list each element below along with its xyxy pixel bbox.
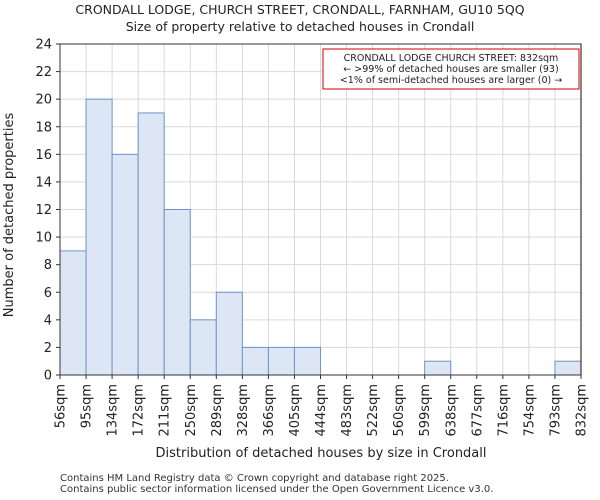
x-tick-label: 211sqm: [158, 384, 173, 437]
x-axis-ticks: 56sqm 95sqm 134sqm 172sqm 211sqm 250sqm 289sqm…: [54, 375, 590, 437]
annotation-text: ← >99% of detached houses are smaller (9…: [343, 64, 558, 75]
x-tick-label: 754sqm: [522, 384, 537, 437]
y-tick-label: 24: [35, 38, 52, 53]
x-tick-label: 95sqm: [80, 384, 95, 428]
bars-group: [59, 98, 582, 376]
bar: [215, 291, 243, 376]
y-tick-label: 12: [35, 203, 52, 218]
y-tick-label: 18: [35, 120, 52, 135]
y-tick-label: 6: [44, 286, 52, 301]
x-tick-label: 716sqm: [496, 384, 511, 437]
bar: [137, 112, 165, 376]
x-tick-label: 793sqm: [548, 384, 563, 437]
y-tick-label: 14: [35, 175, 52, 190]
x-tick-label: 172sqm: [132, 384, 147, 437]
x-tick-label: 134sqm: [106, 384, 121, 437]
bar: [554, 360, 582, 376]
y-tick-label: 2: [44, 341, 52, 356]
y-tick-label: 16: [35, 148, 52, 163]
x-tick-label: 444sqm: [314, 384, 329, 437]
annotation-box: [322, 48, 580, 90]
x-tick-label: 289sqm: [210, 384, 225, 437]
y-tick-label: 10: [35, 231, 52, 246]
x-tick-label: 483sqm: [340, 384, 355, 437]
x-tick-label: 560sqm: [392, 384, 407, 437]
y-tick-label: 8: [44, 258, 52, 273]
x-tick-label: 599sqm: [418, 384, 433, 437]
bar: [241, 346, 269, 376]
footer-line-1: Contains HM Land Registry data © Crown c…: [60, 473, 449, 484]
x-tick-label: 250sqm: [184, 384, 199, 437]
y-tick-label: 0: [44, 369, 52, 384]
bar: [59, 250, 87, 376]
footer-line-2: Contains public sector information licen…: [60, 484, 494, 495]
bar: [111, 153, 139, 376]
x-axis-label: Distribution of detached houses by size …: [156, 446, 487, 461]
y-axis-label: Number of detached properties: [2, 113, 17, 318]
bar: [267, 346, 295, 376]
bar: [85, 98, 113, 376]
annotation-text: CRONDALL LODGE CHURCH STREET: 832sqm: [344, 53, 559, 64]
x-tick-label: 405sqm: [288, 384, 303, 437]
x-tick-label: 366sqm: [262, 384, 277, 437]
x-tick-label: 328sqm: [236, 384, 251, 437]
x-tick-label: 677sqm: [470, 384, 485, 437]
bar: [163, 209, 191, 376]
bar: [293, 346, 322, 376]
y-tick-label: 20: [35, 93, 52, 108]
chart-subtitle: Size of property relative to detached ho…: [126, 19, 475, 34]
annotation-text: <1% of semi-detached houses are larger (…: [340, 75, 562, 86]
chart-title: CRONDALL LODGE, CHURCH STREET, CRONDALL,…: [75, 2, 524, 17]
x-tick-label: 832sqm: [575, 384, 590, 437]
bar: [189, 319, 217, 376]
y-tick-label: 22: [35, 65, 52, 80]
x-tick-label: 56sqm: [54, 384, 69, 428]
y-tick-label: 4: [44, 313, 52, 328]
x-tick-label: 638sqm: [444, 384, 459, 437]
bar: [424, 360, 452, 376]
x-tick-label: 522sqm: [366, 384, 381, 437]
